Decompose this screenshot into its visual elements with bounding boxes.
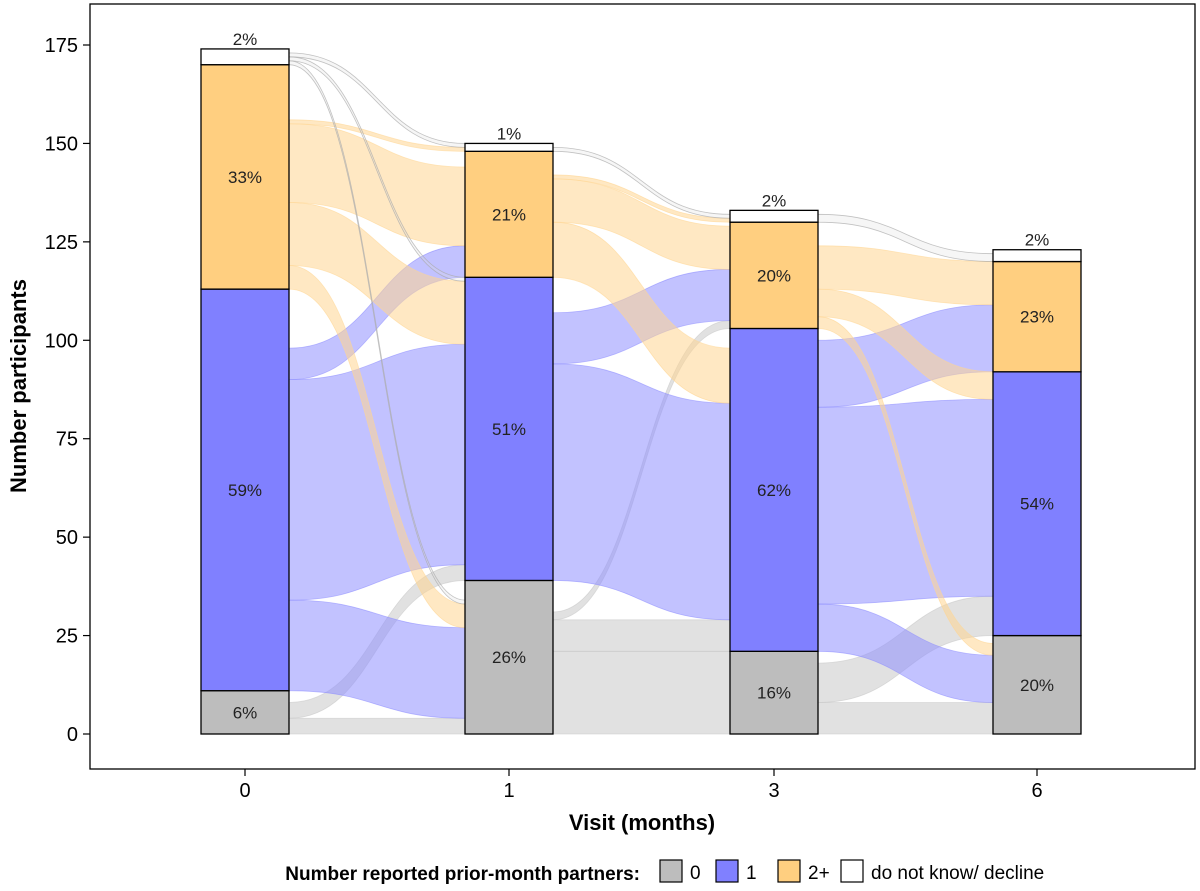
bar-segment-2+-visit-1: [464, 150, 554, 278]
data-label-1-visit-1: 51%: [492, 420, 526, 439]
data-label-0-visit-3: 16%: [757, 684, 791, 703]
bar-segment-0-visit-1: [464, 579, 554, 735]
bar-segment-dk-visit-1: [464, 142, 554, 152]
flow-1-to-1-visit-3: [817, 398, 994, 605]
x-tick-label-6: 6: [1031, 780, 1042, 802]
bar-segment-0-visit-3: [729, 650, 819, 735]
data-label-1-visit-0: 59%: [228, 481, 262, 500]
bar-segment-1-visit-1: [464, 276, 554, 582]
y-tick-label-125: 125: [45, 232, 78, 254]
flow-1-to-1-visit-1: [552, 363, 731, 621]
flow-0-to-0-visit-0: [288, 717, 466, 735]
bar-segment-dk-visit-6: [992, 249, 1082, 263]
y-tick-label-25: 25: [56, 626, 78, 648]
bar-segment-1-visit-6: [992, 371, 1082, 637]
flow-0-to-1-visit-1: [552, 619, 731, 652]
data-label-0-visit-1: 26%: [492, 648, 526, 667]
flow-0-to-0-visit-3: [817, 702, 994, 735]
legend-swatch-1: [715, 859, 739, 883]
legend-label-0: 0: [690, 863, 701, 884]
data-label-dk-visit-0: 2%: [233, 30, 258, 49]
bar-segment-2+-visit-3: [729, 221, 819, 330]
flows-layer: [288, 52, 994, 735]
data-label-2+-visit-3: 20%: [757, 266, 791, 285]
legend-label-dk: do not know/ decline: [871, 863, 1044, 884]
flow-1-to-1-visit-0: [288, 343, 466, 601]
y-tick-label-0: 0: [67, 724, 78, 746]
legend-swatch-dk: [840, 859, 864, 883]
legend-label-1: 1: [746, 863, 757, 884]
x-tick-label-0: 0: [239, 780, 250, 802]
y-tick-label-50: 50: [56, 527, 78, 549]
bars-layer: 6% 59% 33% 2% 26% 51% 21% 1% 16% 62% 20% 2% 20% 54% 23…: [200, 30, 1082, 735]
bar-segment-2+-visit-6: [992, 260, 1082, 373]
bar-segment-2+-visit-0: [200, 64, 290, 290]
flow-0-to-0-visit-1: [552, 650, 731, 735]
bar-segment-0-visit-6: [992, 634, 1082, 735]
legend-swatch-0: [659, 859, 683, 883]
y-tick-label-100: 100: [45, 330, 78, 352]
legend-swatch-2+: [777, 859, 801, 883]
data-label-2+-visit-6: 23%: [1020, 308, 1054, 327]
bar-segment-dk-visit-3: [729, 209, 819, 223]
data-label-2+-visit-1: 21%: [492, 205, 526, 224]
y-tick-label-75: 75: [56, 429, 78, 451]
x-tick-label-1: 1: [503, 780, 514, 802]
bar-segment-dk-visit-0: [200, 48, 290, 66]
legend-label-2+: 2+: [808, 863, 830, 884]
y-tick-label-175: 175: [45, 35, 78, 57]
data-label-dk-visit-1: 1%: [497, 124, 522, 143]
data-label-0-visit-6: 20%: [1020, 676, 1054, 695]
x-tick-label-3: 3: [768, 780, 779, 802]
data-label-0-visit-0: 6%: [233, 703, 258, 722]
legend-title: Number reported prior-month partners:: [285, 864, 640, 885]
y-axis-title: Number participants: [6, 279, 31, 493]
data-label-dk-visit-6: 2%: [1025, 231, 1050, 250]
data-label-2+-visit-0: 33%: [228, 168, 262, 187]
bar-segment-1-visit-3: [729, 327, 819, 652]
legend: Number reported prior-month partners: 0 1…: [285, 859, 1044, 885]
data-label-1-visit-3: 62%: [757, 481, 791, 500]
data-label-dk-visit-3: 2%: [762, 191, 787, 210]
axes-layer: 0 25 50 75 100 125 150 175 0 1 3 6: [45, 35, 1043, 802]
data-label-1-visit-6: 54%: [1020, 495, 1054, 514]
y-tick-label-150: 150: [45, 133, 78, 155]
x-axis-title: Visit (months): [569, 810, 715, 835]
plot-panel-border: [89, 3, 1196, 770]
